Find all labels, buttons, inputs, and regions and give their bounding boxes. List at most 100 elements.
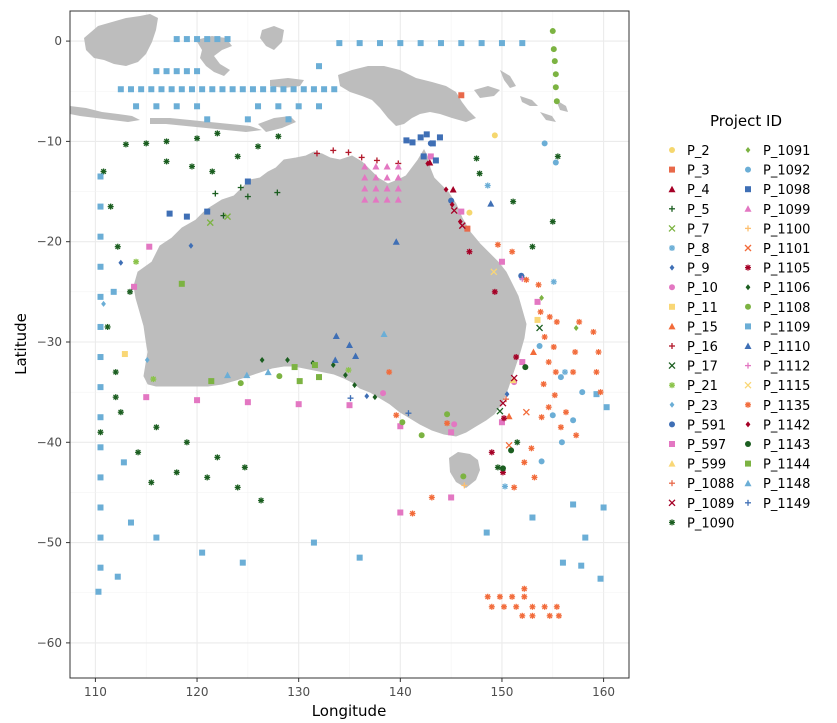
legend-label: P_11 [687, 301, 718, 316]
data-point [97, 233, 104, 240]
data-point [290, 86, 297, 93]
data-point [561, 369, 568, 376]
data-point [487, 200, 495, 207]
data-point [107, 203, 114, 210]
data-point [127, 86, 134, 93]
data-point [549, 28, 556, 35]
legend-label: P_3 [687, 164, 710, 179]
data-point [473, 155, 480, 162]
data-point [224, 36, 231, 43]
data-point [173, 469, 180, 476]
legend-label: P_16 [687, 340, 718, 355]
legend-item: P_1098 [745, 183, 810, 198]
data-point [578, 562, 585, 569]
data-point [427, 153, 434, 160]
legend-key [668, 185, 676, 193]
data-point [204, 474, 211, 481]
legend-item: P_1088 [669, 477, 734, 492]
data-point [397, 40, 404, 47]
data-point [95, 588, 102, 595]
data-point [97, 534, 104, 541]
legend-item: P_11 [669, 301, 718, 316]
data-point [550, 344, 557, 351]
legend-key [745, 147, 751, 153]
data-point [576, 318, 583, 325]
land-australia [133, 148, 527, 437]
legend-item: P_1142 [745, 418, 810, 433]
data-point [220, 212, 227, 219]
legend-key [744, 244, 752, 252]
data-point [499, 399, 507, 407]
data-point [352, 382, 357, 389]
data-point [138, 86, 145, 93]
data-point [417, 134, 424, 141]
legend-key [669, 264, 675, 271]
legend-key [669, 166, 675, 173]
data-point [494, 464, 501, 471]
data-point [120, 459, 127, 466]
data-point [490, 268, 498, 276]
data-point [557, 374, 564, 381]
data-point [418, 432, 425, 439]
data-point [505, 441, 513, 449]
legend-key [745, 303, 751, 310]
data-point [131, 283, 138, 290]
data-point [97, 293, 104, 300]
series-P_1099 [361, 162, 402, 203]
data-point [258, 497, 265, 504]
series-P_2 [466, 132, 498, 216]
x-tick-label: 140 [389, 685, 412, 699]
legend-label: P_1101 [763, 242, 810, 257]
legend-key [669, 441, 675, 447]
data-point [153, 68, 160, 75]
series-P_1109 [95, 36, 610, 595]
data-point [513, 603, 520, 610]
data-point [500, 603, 507, 610]
data-point [173, 103, 180, 110]
series-P_1135 [386, 241, 604, 619]
data-point [534, 298, 541, 305]
data-point [603, 404, 610, 411]
legend-key [744, 479, 752, 487]
land-sulawesi [196, 36, 232, 76]
land-new-guinea [338, 66, 476, 126]
data-point [104, 323, 111, 330]
data-point [521, 585, 528, 592]
data-point [243, 371, 251, 379]
data-point [126, 288, 133, 295]
data-point [552, 369, 559, 376]
series-P_23 [101, 300, 150, 364]
data-point [100, 168, 107, 175]
series-P_3 [458, 92, 471, 232]
data-point [572, 349, 579, 356]
legend-label: P_591 [687, 418, 726, 433]
data-point [553, 98, 560, 105]
data-point [595, 349, 602, 356]
data-point [112, 394, 119, 401]
data-point [553, 603, 560, 610]
legend-item: P_1148 [744, 477, 810, 492]
legend-key [668, 224, 676, 232]
series-P_1090 [97, 130, 561, 504]
data-point [97, 414, 104, 421]
series-P_1143 [499, 364, 529, 472]
legend-key [668, 460, 676, 467]
series-P_1148 [224, 330, 388, 379]
data-point [448, 429, 455, 436]
data-point [545, 359, 552, 366]
legend-key [745, 225, 751, 232]
data-point [539, 294, 544, 301]
land-java [70, 106, 140, 122]
data-point [552, 71, 559, 78]
series-P_1089 [450, 207, 518, 407]
data-point [199, 549, 206, 556]
data-point [504, 391, 510, 398]
legend-item: P_1091 [745, 144, 810, 159]
legend-key [669, 401, 675, 408]
data-point [496, 407, 504, 415]
data-point [600, 504, 607, 511]
legend-item: P_1143 [745, 438, 810, 453]
data-point [194, 68, 201, 75]
data-point [280, 86, 287, 93]
data-point [521, 459, 528, 466]
